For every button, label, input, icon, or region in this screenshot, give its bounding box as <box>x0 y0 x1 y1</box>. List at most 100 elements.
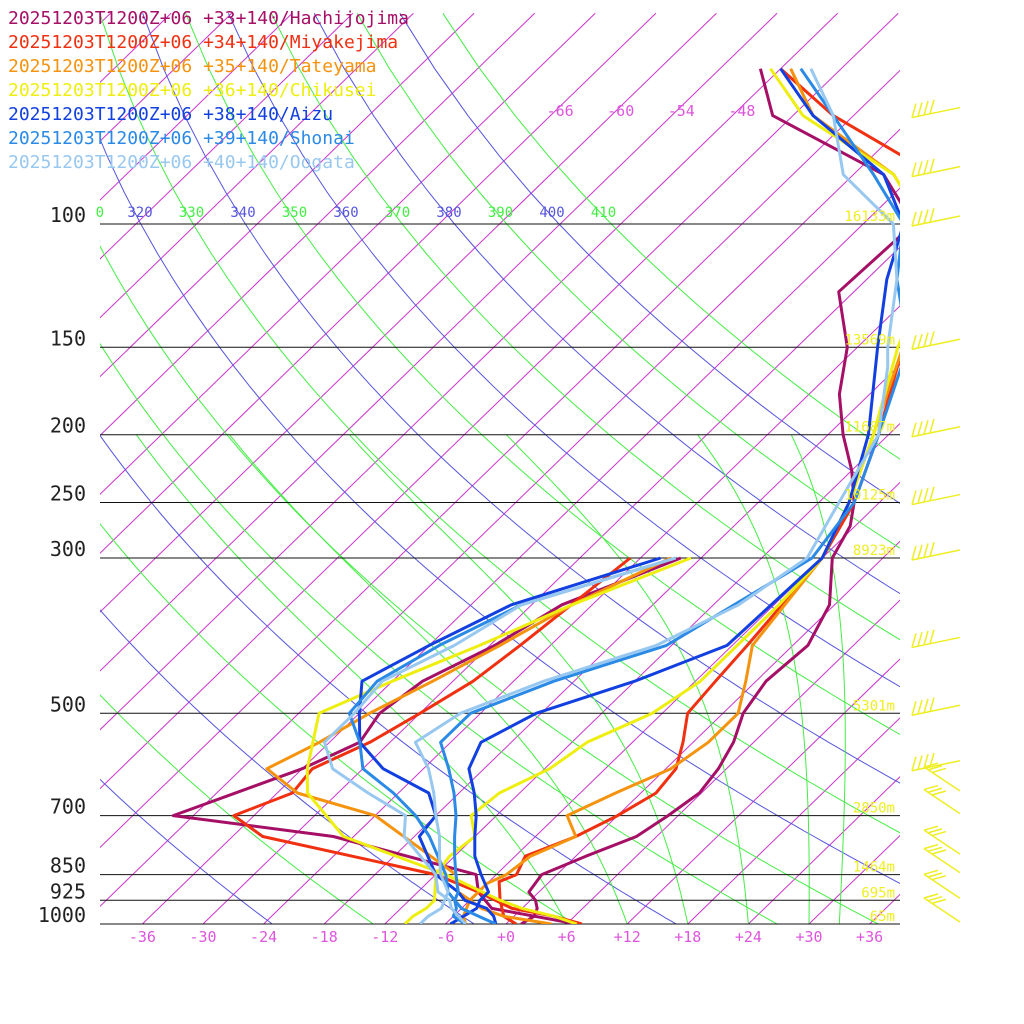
barb-feather <box>931 767 947 774</box>
dry-adiabat <box>399 13 900 505</box>
wind-barb <box>911 486 961 506</box>
barb-feather <box>911 162 917 177</box>
barb-feather <box>923 869 939 876</box>
isotherm-label: -60 <box>607 102 634 120</box>
legend-entry: 20251203T1200Z+06 +35+140/Tateyama <box>8 56 376 77</box>
isobars <box>100 223 900 925</box>
wind-barb <box>923 893 961 923</box>
barb-shaft <box>911 165 961 178</box>
isotherm-line <box>202 246 900 924</box>
pressure-label: 250 <box>50 482 86 506</box>
barb-shaft <box>923 897 961 923</box>
wind-barb <box>911 697 961 717</box>
sounding-traces <box>171 67 900 924</box>
x-tick-label: -18 <box>311 928 338 946</box>
dry-adiabat <box>100 434 677 924</box>
series-3 <box>265 68 900 924</box>
height-label: 2850m <box>853 801 895 817</box>
isotherm-line <box>505 540 900 924</box>
barb-feather <box>917 544 923 559</box>
barb-feather <box>923 698 929 713</box>
theta-label: 350 <box>282 205 307 221</box>
barb-feather <box>923 784 939 791</box>
isotherm-line <box>100 12 899 790</box>
isotherm-line <box>100 12 475 378</box>
theta-label: 320 <box>127 205 152 221</box>
theta-label: 400 <box>539 205 564 221</box>
temperature-line <box>520 68 900 924</box>
moist-adiabat <box>349 434 689 924</box>
barb-shaft <box>911 636 961 649</box>
barb-feather <box>923 893 939 899</box>
pressure-label: 150 <box>50 326 86 350</box>
barb-feather <box>923 209 929 224</box>
theta-label: 380 <box>436 205 461 221</box>
isotherm-line <box>100 12 657 554</box>
x-tick-label: -24 <box>250 928 277 946</box>
barb-feather <box>911 756 917 771</box>
height-label: 695m <box>861 885 895 901</box>
barb-feather <box>911 335 917 350</box>
dry-adiabat <box>100 694 374 924</box>
barb-feather <box>917 210 923 225</box>
isotherm-line <box>100 12 414 319</box>
barb-feather <box>923 825 939 831</box>
legend: 20251203T1200Z+06 +33+140/Hachijojima 202… <box>8 8 409 173</box>
wind-barb <box>923 843 961 874</box>
series-5 <box>357 67 900 924</box>
theta-label: 390 <box>488 205 513 221</box>
x-tick-label: +0 <box>497 928 515 946</box>
barb-feather <box>927 846 943 853</box>
isotherm-line <box>142 187 900 924</box>
wind-barb <box>911 331 961 350</box>
isotherm-line <box>100 12 354 260</box>
barb-feather <box>927 787 943 793</box>
barb-shaft <box>911 215 961 227</box>
legend-entry: 20251203T1200Z+06 +36+140/Chikusei <box>8 80 376 101</box>
pressure-label: 700 <box>50 795 86 819</box>
barb-feather <box>931 898 947 905</box>
barb-feather <box>927 895 943 902</box>
dry-adiabat <box>313 13 900 595</box>
barb-feather <box>917 333 923 349</box>
pressure-label: 100 <box>50 203 86 227</box>
moist-adiabat <box>697 434 810 924</box>
barb-feather <box>917 699 923 715</box>
dry-adiabat <box>100 342 778 924</box>
barb-shaft <box>911 425 961 438</box>
wind-barb <box>911 629 961 649</box>
moist-adiabat <box>135 434 568 924</box>
barb-feather <box>931 830 947 837</box>
dry-adiabat <box>142 13 900 784</box>
pressure-label: 300 <box>50 537 86 561</box>
moist-adiabat <box>505 434 749 924</box>
wind-barb <box>911 99 961 119</box>
barb-feather <box>923 100 929 116</box>
barb-shaft <box>923 766 961 792</box>
dry-adiabat <box>100 137 900 885</box>
theta-label: 330 <box>179 205 204 221</box>
temperature-line <box>413 68 899 924</box>
barb-shaft <box>911 759 961 772</box>
legend-entry: 20251203T1200Z+06 +34+140/Miyakejima <box>8 32 398 53</box>
isotherm-line <box>100 12 536 437</box>
temperature-line <box>461 68 900 924</box>
barb-feather <box>917 421 923 436</box>
barb-shaft <box>923 847 961 874</box>
dewpoint-line <box>305 556 692 924</box>
x-tick-label: -36 <box>129 928 156 946</box>
dry-adiabat <box>100 13 900 834</box>
isotherm-line <box>263 305 900 924</box>
isotherm-label: -48 <box>728 102 755 120</box>
barb-feather <box>911 422 917 437</box>
temperature-line <box>449 67 900 924</box>
isotherm-label: -54 <box>668 102 695 120</box>
dry-adiabat <box>185 13 900 736</box>
dry-adiabat <box>100 245 879 924</box>
isotherm-line <box>0 13 50 924</box>
temperature-line <box>439 67 900 924</box>
barb-feather <box>929 208 935 223</box>
pressure-label: 925 <box>50 879 86 903</box>
